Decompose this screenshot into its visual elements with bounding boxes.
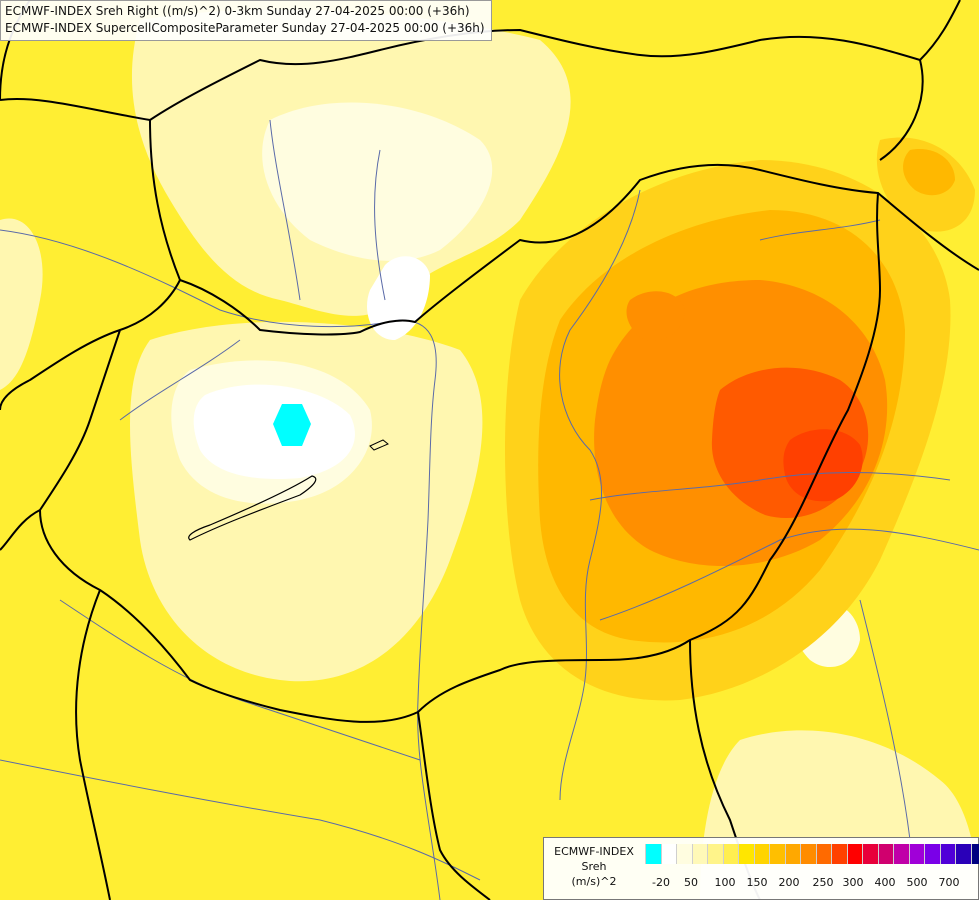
- river-tisza: [559, 189, 641, 801]
- map-title-line-1: ECMWF-INDEX Sreh Right ((m/s)^2) 0-3km S…: [5, 4, 470, 18]
- legend-swatch: [722, 844, 738, 864]
- border-hungary: [39, 163, 881, 723]
- legend-tick-label: 300: [842, 876, 864, 889]
- legend-swatch: [769, 844, 785, 864]
- border-croatia-bosnia: [75, 589, 111, 900]
- field-white-north: [367, 256, 430, 340]
- legend-label: ECMWF-INDEX Sreh (m/s)^2: [544, 844, 644, 889]
- field-cyan-minimum: [273, 404, 311, 446]
- legend-swatch: [939, 844, 955, 864]
- legend-tick-label: 400: [874, 876, 896, 889]
- river-olt: [859, 599, 911, 841]
- field-red-core: [783, 429, 863, 502]
- river-maros: [599, 528, 979, 621]
- legend-tick-label: 500: [906, 876, 928, 889]
- legend-tick-row: -20 50 100 150 200 250 300 400 500 700: [645, 876, 975, 890]
- border-croatia-serbia: [417, 711, 491, 900]
- legend-swatch: [908, 844, 924, 864]
- legend-product: ECMWF-INDEX: [554, 845, 634, 858]
- legend-swatch: [707, 844, 723, 864]
- legend-unit: (m/s)^2: [571, 875, 617, 888]
- legend-swatch: [691, 844, 707, 864]
- river-hron: [374, 149, 386, 301]
- legend-tick-label: 250: [812, 876, 834, 889]
- legend-variable: Sreh: [581, 860, 607, 873]
- legend-swatch: [846, 844, 862, 864]
- border-austria-slovakia: [149, 119, 181, 281]
- legend-swatch: [970, 844, 979, 864]
- legend-tick-label: 50: [684, 876, 698, 889]
- legend-swatch: [660, 844, 676, 864]
- river-vah: [269, 119, 301, 301]
- field-orange-ne-cell: [903, 149, 955, 196]
- legend-tick-label: -20: [652, 876, 670, 889]
- legend-tick-label: 150: [746, 876, 768, 889]
- border-ukraine-romania: [877, 192, 979, 271]
- legend-color-bar: [645, 844, 979, 864]
- field-pale-north: [262, 102, 493, 261]
- border-austria-west: [0, 329, 121, 411]
- legend-swatch: [893, 844, 909, 864]
- border-slovakia-north: [0, 29, 924, 161]
- border-romania-moldova: [919, 0, 961, 61]
- river-raba: [119, 339, 241, 421]
- legend-swatch: [955, 844, 971, 864]
- legend-swatch: [738, 844, 754, 864]
- river-koros: [589, 472, 951, 501]
- map-title-line-2: ECMWF-INDEX SupercellCompositeParameter …: [5, 21, 485, 35]
- border-slovenia: [0, 509, 41, 551]
- river-sava: [0, 759, 481, 881]
- legend-swatch: [924, 844, 940, 864]
- rivers: [0, 119, 979, 900]
- field-darkorange-cell: [626, 291, 685, 341]
- field-light-west: [0, 218, 43, 390]
- legend-swatch: [645, 844, 661, 864]
- legend-swatch: [800, 844, 816, 864]
- legend-swatch: [784, 844, 800, 864]
- legend-tick-label: 100: [714, 876, 736, 889]
- lake-balaton: [188, 475, 317, 541]
- lake-small: [369, 439, 389, 451]
- river-danube: [0, 229, 441, 900]
- legend-swatch: [815, 844, 831, 864]
- legend-swatch: [862, 844, 878, 864]
- map-title-box: ECMWF-INDEX Sreh Right ((m/s)^2) 0-3km S…: [0, 0, 492, 41]
- legend-swatch: [831, 844, 847, 864]
- legend-swatch: [676, 844, 692, 864]
- legend-tick-label: 200: [778, 876, 800, 889]
- legend-tick-label: 700: [938, 876, 960, 889]
- legend-swatch: [753, 844, 769, 864]
- color-legend: ECMWF-INDEX Sreh (m/s)^2 -20 50 100 150 200 2…: [543, 837, 979, 900]
- legend-swatch: [877, 844, 893, 864]
- river-mures-upper: [759, 219, 881, 241]
- field-white-central: [193, 384, 355, 480]
